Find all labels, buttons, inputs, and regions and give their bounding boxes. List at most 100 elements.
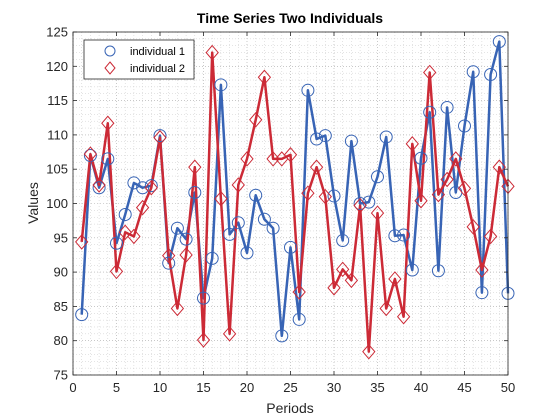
series-2-point [475,262,489,278]
y-tick-label: 90 [54,265,68,280]
series-2-point [292,284,306,300]
series-1-point [188,186,202,200]
legend: individual 1 individual 2 [83,39,195,80]
series-layer [75,35,515,360]
series-1-point [197,291,210,305]
series-2-point [257,69,272,86]
series-1-point [240,246,254,260]
legend-label-individual-2: individual 2 [130,63,185,75]
series-1-point [344,134,358,148]
series-1-point [327,189,341,203]
series-2-point [188,159,202,175]
series-1-point [170,221,184,235]
series-1-point [475,286,489,300]
y-tick-label: 75 [54,368,68,383]
series-1-point [371,170,384,184]
series-1-point [405,263,419,277]
x-tick-label: 30 [327,380,341,395]
series-2-point [196,332,211,348]
x-tick-label: 50 [501,380,515,395]
legend-diamond-marker-icon [104,61,116,75]
series-2-point [457,180,472,197]
series-2-point [405,136,419,152]
x-axis-label: Periods [266,400,313,416]
tick-labels: 0 5 10 15 20 25 30 35 40 45 50 75 80 85 90 95 100 105 110 1… [46,25,515,396]
y-tick-label: 85 [54,299,68,314]
x-tick-label: 25 [283,380,297,395]
series-1-point [336,234,350,248]
series-2-point [379,300,393,317]
legend-box [83,39,195,80]
series-1-point [101,152,115,166]
series-2-point [249,112,263,128]
legend-circle-marker-icon [104,45,116,57]
series-1-point [257,212,271,226]
y-tick-label: 105 [46,162,68,177]
x-tick-label: 20 [240,380,254,395]
series-1-point [301,83,315,97]
x-tick-label: 40 [414,380,428,395]
series-2-point [449,151,463,167]
series-1-point [214,78,228,92]
series-2-point [483,228,498,245]
series-2-point [153,129,167,146]
series-2-point [83,146,98,162]
series-2-point [170,300,185,317]
series-1-point [353,197,367,210]
y-tick-label: 100 [46,196,68,211]
series-2-point [127,228,141,245]
series-1-point [458,119,471,133]
series-2-point [162,247,176,264]
series-1-point [492,35,506,49]
series-2-point [440,171,454,188]
x-tick-label: 10 [153,380,167,395]
x-tick-label: 15 [196,380,210,395]
series-2-point [327,280,341,296]
series-2-point [396,308,411,325]
y-tick-label: 95 [54,230,68,245]
series-1-point [127,176,141,190]
y-tick-label: 125 [46,25,68,40]
legend-label-individual-1: individual 1 [130,46,185,58]
series-1-point [266,221,280,235]
series-2-point [109,263,124,280]
axis-ticks [72,31,509,376]
y-tick-label: 110 [47,127,68,142]
y-axis-label: Values [25,182,41,224]
series-1-point [379,130,393,144]
series-2-point [301,185,315,201]
series-2-point [362,343,376,360]
series-2-point [118,224,132,241]
legend-entry-individual-1: individual 1 [104,45,185,58]
series-1-point [136,181,150,195]
series-2-point [423,64,437,81]
series-2-point [353,197,367,214]
series-2-point [388,271,402,287]
series-1-point [431,264,445,278]
legend-entry-individual-2: individual 2 [104,61,185,75]
series-1-point [110,236,123,250]
plot-area [72,31,515,376]
series-2-point [466,219,480,235]
x-tick-label: 45 [457,380,471,395]
series-2-point [431,186,446,203]
series-2-point [222,326,237,342]
series-1-point [275,329,289,343]
series-1-point [92,181,106,195]
series-2-point [492,159,506,175]
series-1-point [249,188,263,202]
series-2-point [240,151,254,167]
series-1-point [284,240,297,254]
series-2-point [179,247,193,263]
x-tick-label: 0 [69,380,76,395]
series-1-point [153,129,167,143]
series-1-point [118,207,132,221]
series-2-point [205,44,219,61]
series-2-point [370,205,385,221]
series-1-point [231,216,245,230]
series-2-point [214,190,228,207]
chart-title: Time Series Two Individuals [197,10,383,26]
series-2-point [75,234,89,250]
series-1-point [179,232,193,246]
